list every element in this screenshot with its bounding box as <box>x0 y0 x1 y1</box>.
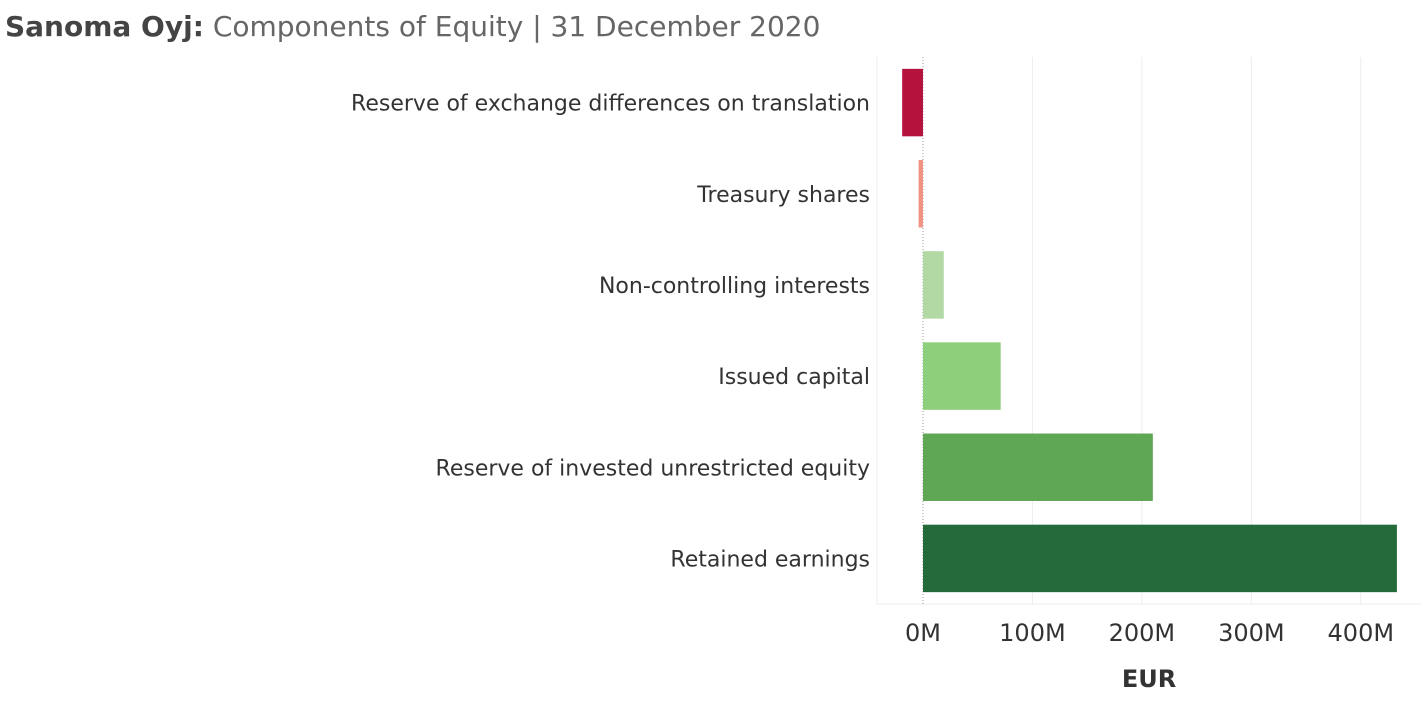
chart-title: Sanoma Oyj: Components of Equity | 31 De… <box>5 10 820 43</box>
bar <box>902 68 923 137</box>
category-label: Reserve of invested unrestricted equity <box>436 456 870 481</box>
bar <box>922 251 944 319</box>
category-label: Reserve of exchange differences on trans… <box>351 92 870 117</box>
title-subtitle: Components of Equity | 31 December 2020 <box>212 10 821 43</box>
bar <box>918 160 923 228</box>
category-label: Issued capital <box>718 365 870 390</box>
category-label: Treasury shares <box>696 183 870 208</box>
title-company: Sanoma Oyj: <box>5 10 204 43</box>
bar <box>922 524 1397 593</box>
x-tick-label: 400M <box>1328 619 1395 647</box>
x-tick-label: 100M <box>999 619 1066 647</box>
bar <box>922 433 1153 501</box>
x-tick-label: 200M <box>1109 619 1176 647</box>
x-axis-title: EUR <box>1122 665 1176 693</box>
x-tick-label: 0M <box>905 619 941 647</box>
x-tick-label: 300M <box>1218 619 1285 647</box>
category-label: Retained earnings <box>670 547 870 572</box>
category-label: Non-controlling interests <box>599 274 870 299</box>
bar <box>922 342 1001 410</box>
